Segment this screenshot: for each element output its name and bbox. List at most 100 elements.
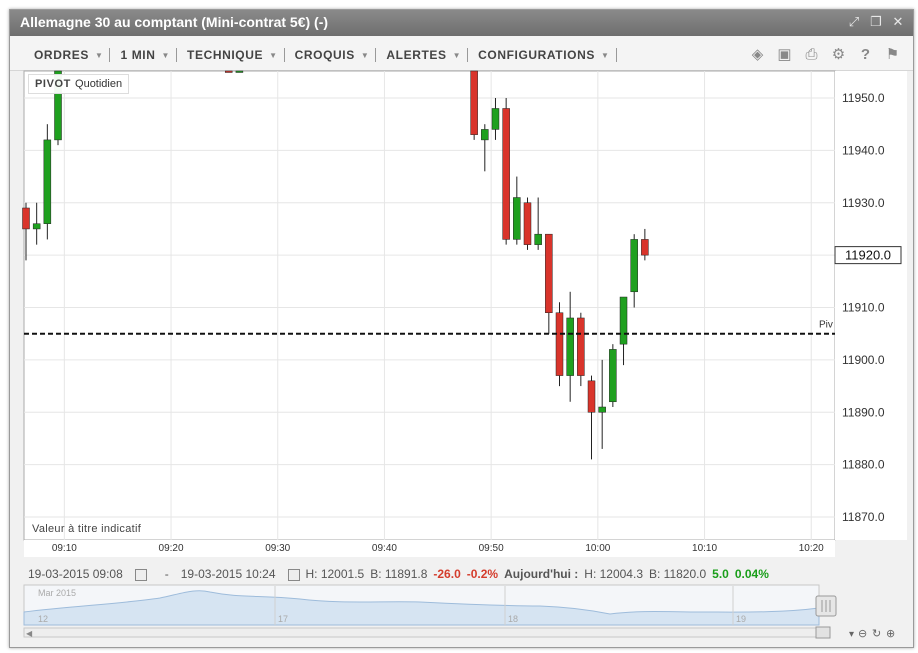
print-icon[interactable]: ⎙ (805, 46, 818, 63)
scroll-left-arrow: ◀ (26, 629, 33, 638)
today-change: 5.0 (712, 567, 729, 581)
zoom-out-icon: ⊖ (858, 627, 867, 640)
candle-body (43, 139, 52, 224)
y-tick-label: 11890.0 (842, 405, 885, 419)
candle-body (566, 317, 574, 376)
window-titlebar[interactable]: Allemagne 30 au comptant (Mini-contrat 5… (10, 10, 913, 36)
chevron-down-icon: ▼ (161, 50, 171, 60)
candle-body (598, 406, 606, 413)
calendar-icon[interactable] (134, 569, 147, 581)
flag-icon[interactable]: ⚑ (885, 46, 900, 63)
menu-separator (109, 48, 111, 62)
y-tick-label: 11880.0 (842, 458, 885, 472)
navigator-area (23, 590, 820, 626)
today-low: B: 11820.0 (649, 567, 707, 581)
navigator-label: Mar 2015 (38, 588, 76, 598)
menu-separator (467, 48, 469, 62)
close-icon[interactable]: ✕ (892, 14, 904, 29)
menu-croquis[interactable]: CROQUIS ▼ (294, 48, 370, 62)
candle-body (523, 202, 532, 245)
menu-separator (283, 48, 285, 62)
pivot-indicator-label[interactable]: PIVOT Quotidien (28, 74, 130, 94)
current-price-box (834, 246, 902, 265)
candle-body (491, 108, 500, 130)
x-tick-label: 09:40 (372, 543, 397, 554)
x-tick-label: 09:30 (265, 543, 290, 554)
x-tick-label: 09:10 (52, 543, 77, 554)
expand-icon[interactable]: ⤢ (848, 14, 860, 29)
candle-body (630, 239, 638, 293)
candle-body (555, 312, 564, 376)
y-axis-ticks: 11950.0 11940.0 11930.0 11910.0 11900.0 11890… (842, 91, 885, 524)
candle-body (619, 296, 628, 345)
pivot-name: PIVOT (35, 78, 72, 90)
popout-icon[interactable]: ❐ (870, 14, 882, 29)
menu-interval[interactable]: 1 MIN ▼ (120, 48, 171, 62)
range-change: -26.0 (433, 567, 461, 581)
range-high: H: 12001.5 (305, 567, 365, 581)
navigator-label: 18 (508, 614, 518, 624)
window-title: Allemagne 30 au comptant (Mini-contrat 5… (20, 14, 329, 30)
today-high: H: 12004.3 (584, 567, 643, 581)
menu-configurations[interactable]: CONFIGURATIONS ▼ (478, 48, 610, 62)
candle-body (545, 233, 553, 313)
zoom-in-icon: ⊕ (886, 627, 895, 640)
candle-body (54, 70, 62, 141)
status-bar: 19-03-2015 09:08 - 19-03-2015 10:24 H: 1… (28, 563, 908, 585)
help-icon[interactable]: ? (860, 46, 871, 63)
pivot-period: Quotidien (75, 78, 123, 90)
candle-body (577, 317, 585, 376)
x-tick-label: 09:50 (479, 543, 504, 554)
candle-body (609, 349, 617, 403)
candle-body (470, 70, 478, 135)
candle-body (534, 233, 542, 245)
candle-body (22, 207, 30, 230)
menu-technique[interactable]: TECHNIQUE ▼ (187, 48, 278, 62)
y-axis-area (835, 71, 907, 540)
navigator-label: 17 (278, 614, 288, 624)
range-low: B: 11891.8 (370, 567, 428, 581)
candle-body (224, 70, 233, 73)
chevron-down-icon: ▼ (360, 50, 370, 60)
zoom-down-icon: ▾ (849, 629, 854, 640)
toolbar-menu: ORDRES ▼ 1 MIN ▼ TECHNIQUE ▼ CROQUIS ▼ ALERT… (24, 48, 617, 62)
today-change-pct: 0.04% (734, 567, 769, 581)
y-tick-label: 11900.0 (842, 353, 885, 367)
pivot-tag: Piv (819, 320, 833, 331)
x-tick-label: 10:10 (692, 543, 717, 554)
range-change-pct: -0.2% (466, 567, 499, 581)
candle-body (502, 108, 510, 240)
x-tick-label: 10:20 (799, 543, 824, 554)
scroll-thumb[interactable] (815, 626, 831, 639)
reset-zoom-icon: ↻ (872, 627, 881, 640)
menu-alertes[interactable]: ALERTES ▼ (386, 48, 462, 62)
x-axis-ticks: 09:10 09:20 09:30 09:40 09:50 10:00 10:10 10:20 (52, 543, 824, 554)
grid-lines (24, 71, 835, 540)
candle-body (513, 197, 521, 240)
candle-body (641, 239, 649, 256)
x-tick-label: 10:00 (585, 543, 610, 554)
layers-icon[interactable]: ◈ (751, 46, 764, 63)
chart-toolbar: ORDRES ▼ 1 MIN ▼ TECHNIQUE ▼ CROQUIS ▼ ALERT… (10, 36, 913, 71)
y-tick-label: 11950.0 (842, 91, 885, 105)
candle-body (235, 70, 244, 73)
y-tick-label: 11940.0 (842, 143, 885, 157)
calendar-icon[interactable] (287, 569, 300, 581)
y-tick-label: 11870.0 (842, 510, 885, 524)
menu-separator (615, 48, 617, 62)
x-axis-area (24, 540, 835, 557)
menu-ordres[interactable]: ORDRES ▼ (34, 48, 104, 62)
image-icon[interactable]: ▣ (777, 46, 792, 63)
candle-body (587, 380, 596, 413)
range-end: 19-03-2015 10:24 (180, 567, 276, 581)
range-separator: - (164, 567, 169, 581)
today-label: Aujourd'hui : (504, 567, 579, 581)
scrollbar[interactable] (23, 627, 820, 638)
navigator-label: 12 (38, 614, 48, 624)
gear-icon[interactable]: ⚙ (831, 46, 846, 63)
candles (22, 70, 649, 460)
range-start: 19-03-2015 09:08 (28, 567, 123, 581)
chevron-down-icon: ▼ (600, 50, 610, 60)
